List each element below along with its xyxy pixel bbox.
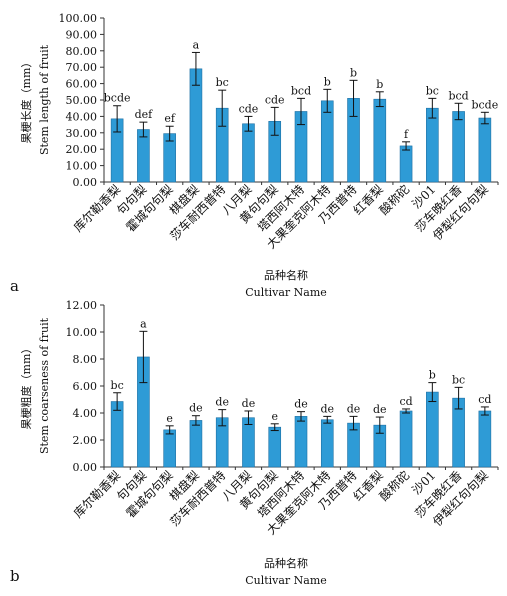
bar — [399, 410, 413, 468]
y-tick-label: 0.00 — [73, 461, 98, 474]
bar — [373, 98, 387, 183]
y-tick-label: 80.00 — [66, 45, 98, 58]
y-tick-label: 40.00 — [66, 110, 98, 123]
bar — [242, 123, 255, 183]
y-tick-label: 10.00 — [66, 160, 98, 173]
bar — [426, 391, 439, 468]
bar — [320, 100, 334, 183]
significance-label: b — [350, 66, 357, 79]
y-tick-label: 4.00 — [73, 407, 98, 420]
bar — [189, 420, 203, 468]
bar — [478, 410, 492, 468]
y-axis-title-en: Stem coarseness of fruit — [38, 317, 51, 454]
y-tick-label: 12.00 — [66, 299, 98, 312]
significance-label: f — [404, 128, 409, 141]
significance-label: bc — [111, 379, 124, 392]
y-axis-title: 果梗粗度（mm） — [19, 343, 33, 430]
significance-label: bcde — [471, 98, 498, 111]
y-tick-label: 20.00 — [66, 143, 98, 156]
significance-label: b — [429, 369, 436, 382]
significance-label: de — [373, 403, 387, 416]
bar — [163, 429, 176, 468]
significance-label: ef — [164, 112, 176, 125]
category-label: 酸称砣 — [376, 468, 412, 504]
significance-label: de — [294, 398, 308, 411]
significance-label: cd — [399, 395, 412, 408]
bar — [426, 107, 439, 183]
significance-label: bcde — [104, 92, 131, 105]
bar — [320, 419, 334, 468]
significance-label: bcd — [448, 89, 468, 102]
significance-label: de — [215, 396, 229, 409]
x-axis-title: 品种名称 — [264, 268, 308, 282]
category-label: 酸称砣 — [376, 182, 412, 218]
significance-label: bc — [216, 76, 229, 89]
significance-label: b — [376, 78, 383, 91]
y-tick-label: 50.00 — [66, 94, 98, 107]
y-tick-label: 100.00 — [59, 12, 98, 25]
significance-label: de — [347, 402, 361, 415]
bar — [189, 68, 203, 183]
bar — [478, 117, 492, 183]
significance-label: cde — [239, 102, 259, 115]
y-tick-label: 10.00 — [66, 326, 98, 339]
significance-label: de — [320, 402, 334, 415]
significance-label: a — [193, 38, 200, 51]
significance-label: de — [189, 402, 203, 415]
y-tick-label: 30.00 — [66, 127, 98, 140]
y-axis-title-en: Stem length of fruit — [38, 44, 51, 155]
significance-label: b — [324, 75, 331, 88]
significance-label: a — [140, 317, 147, 330]
y-tick-label: 8.00 — [73, 353, 98, 366]
y-tick-label: 2.00 — [73, 434, 98, 447]
chart-panel-b: 0.002.004.006.008.0010.0012.00bc库尔勒香梨a句句… — [10, 299, 499, 587]
y-tick-label: 70.00 — [66, 61, 98, 74]
significance-label: def — [135, 108, 154, 121]
bar — [268, 426, 282, 468]
bar — [110, 401, 124, 468]
bar — [242, 417, 255, 468]
significance-label: e — [271, 410, 278, 423]
significance-label: bc — [426, 84, 439, 97]
significance-label: e — [166, 412, 173, 425]
bar — [452, 111, 465, 183]
y-tick-label: 6.00 — [73, 380, 98, 393]
x-axis-title-en: Cultivar Name — [245, 574, 327, 587]
panel-letter: b — [10, 567, 20, 585]
significance-label: cde — [265, 93, 285, 106]
bar — [399, 145, 413, 183]
significance-label: de — [242, 397, 256, 410]
x-axis-title-en: Cultivar Name — [245, 286, 327, 299]
panel-letter: a — [10, 277, 19, 295]
x-axis-title: 品种名称 — [264, 556, 308, 570]
y-axis-title: 果梗长度（mm） — [19, 57, 33, 144]
significance-label: bc — [452, 373, 465, 386]
chart-panel-a: 0.00 10.00 20.00 30.00 40.00 50.00 60.00 70.00 8… — [10, 12, 499, 299]
y-tick-label: 60.00 — [66, 78, 98, 91]
y-tick-label: 90.00 — [66, 28, 98, 41]
bar — [294, 416, 308, 468]
significance-label: bcd — [291, 84, 311, 97]
significance-label: cd — [478, 393, 491, 406]
y-tick-label: 0.00 — [73, 176, 98, 189]
